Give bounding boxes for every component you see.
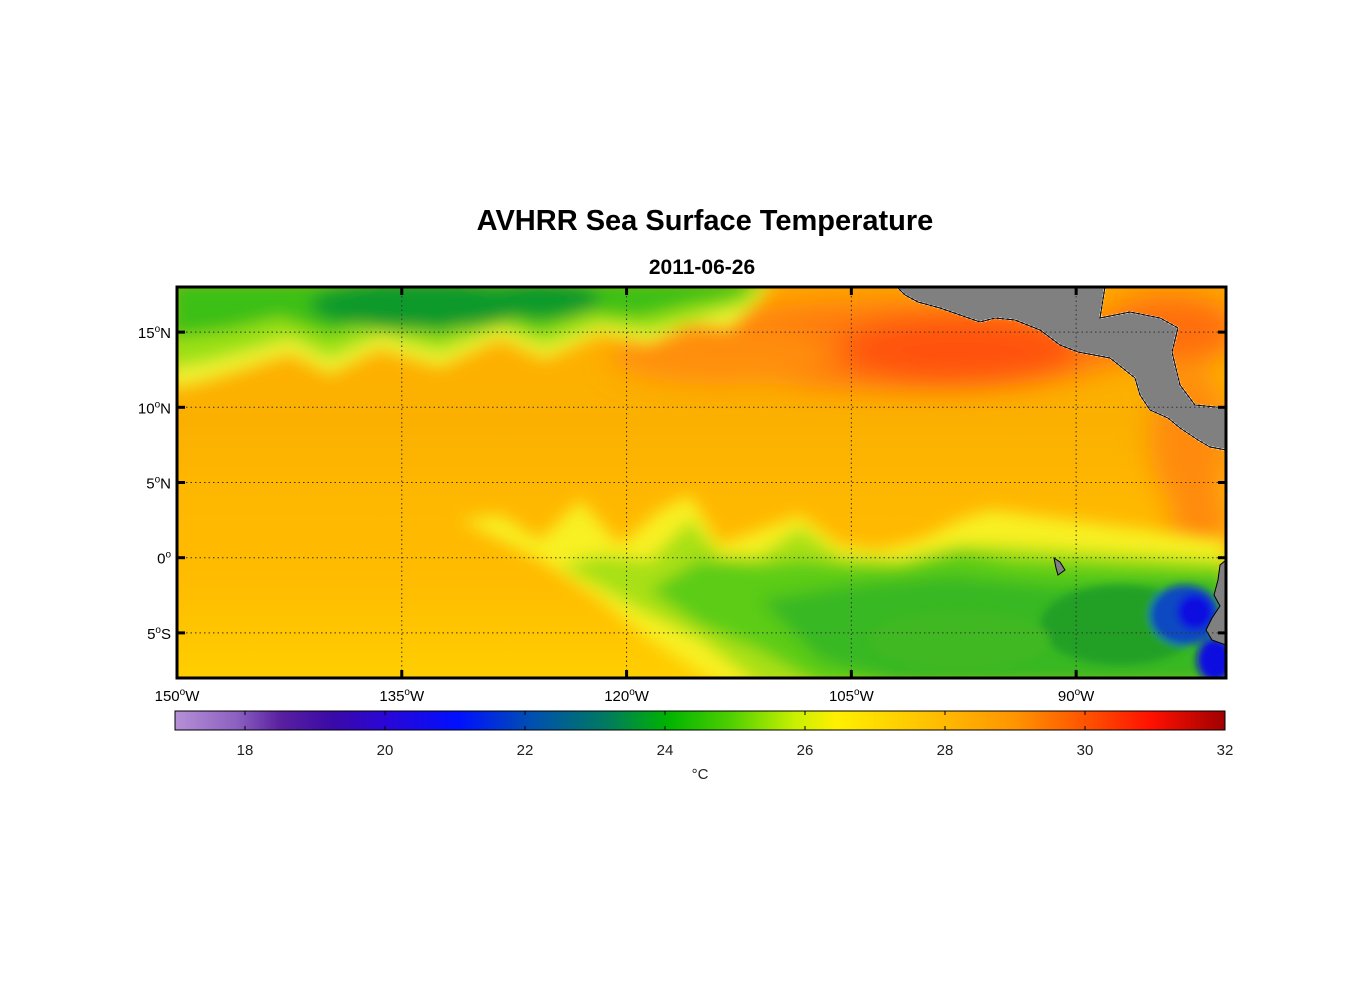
- lat-label: 5oN: [146, 475, 171, 493]
- lat-label: 10oN: [138, 399, 171, 417]
- lon-label: 150oW: [155, 687, 201, 705]
- lon-label: 120oW: [604, 687, 650, 705]
- colorbar-tick-label: 32: [1217, 742, 1234, 759]
- map-title: AVHRR Sea Surface Temperature: [476, 205, 934, 237]
- land: [895, 287, 1226, 646]
- colorbar-tick-label: 28: [937, 742, 954, 759]
- lon-label: 105oW: [829, 687, 875, 705]
- colorbar-unit: °C: [692, 766, 709, 783]
- colorbar-tick-label: 22: [517, 742, 534, 759]
- colorbar-ticks: 18 20 22 24 26 28 30 32: [237, 711, 1234, 759]
- colorbar-tick-label: 18: [237, 742, 254, 759]
- colorbar: [174, 710, 1226, 731]
- lat-label: 0o: [157, 550, 171, 568]
- colorbar-tick-label: 24: [657, 742, 674, 759]
- lat-label: 15oN: [138, 324, 171, 342]
- latitude-labels: 15oN 10oN 5oN 0o 5oS: [138, 324, 172, 643]
- longitude-labels: 150oW 135oW 120oW 105oW 90oW: [155, 687, 1096, 705]
- colorbar-tick-label: 30: [1077, 742, 1094, 759]
- lat-label: 5oS: [147, 625, 171, 643]
- colorbar-tick-label: 20: [377, 742, 394, 759]
- map-grid: [177, 287, 1226, 678]
- sst-field: [177, 287, 1226, 678]
- map-subtitle: 2011-06-26: [648, 256, 756, 279]
- colorbar-tick-label: 26: [797, 742, 814, 759]
- lon-label: 90oW: [1058, 687, 1095, 705]
- lon-label: 135oW: [379, 687, 425, 705]
- map-ticks: [175, 287, 1226, 678]
